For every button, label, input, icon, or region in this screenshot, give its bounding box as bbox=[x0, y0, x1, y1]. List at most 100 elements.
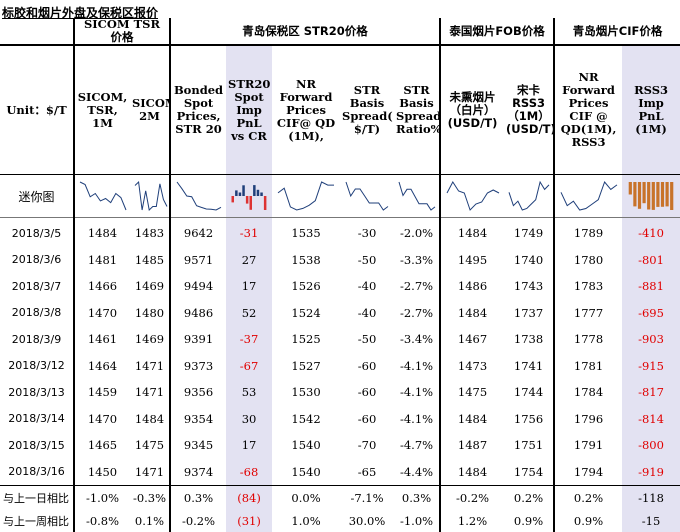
cell-c7: -4.1% bbox=[399, 411, 434, 426]
cell-c11: -801 bbox=[622, 246, 680, 273]
compare-cell-c5: 1.0% bbox=[291, 513, 321, 528]
table-row: 2018/3/8 1470 1480 9486 52 1524 -40 -2.7% 1484 17… bbox=[0, 299, 680, 326]
compare-cell-c7: 0.3% bbox=[394, 485, 441, 509]
cell-c8: 1475 bbox=[439, 379, 505, 406]
date-cell: 2018/3/13 bbox=[8, 385, 65, 399]
sparkline-c11 bbox=[622, 174, 680, 218]
compare-cell-c8: 1.2% bbox=[439, 509, 505, 532]
col-header-str20-pnl: STR20 Spot Imp PnL vs CR bbox=[226, 45, 273, 175]
cell-c8: 1473 bbox=[439, 352, 505, 379]
compare-cell-c2: -0.3% bbox=[130, 485, 171, 509]
group-cif: 青岛烟片CIF价格 bbox=[553, 18, 680, 46]
cell-c3: 9571 bbox=[169, 246, 227, 273]
cell-c1: 1470 bbox=[73, 299, 130, 326]
col-header-white-sheet: 未熏烟片（白片）(USD/T) bbox=[439, 45, 505, 175]
sparkline-c2 bbox=[130, 174, 171, 218]
sparkline-c11-bar bbox=[670, 182, 674, 210]
cell-c10: 1784 bbox=[553, 379, 623, 406]
cell-c3: 9373 bbox=[169, 352, 227, 379]
cell-c5: 1540 bbox=[291, 438, 321, 453]
sparkline-c4 bbox=[226, 174, 273, 218]
sparkline-c8-line bbox=[446, 181, 499, 211]
sparkline-c5 bbox=[272, 174, 341, 218]
cell-c11: -919 bbox=[622, 458, 680, 486]
cell-c2: 1484 bbox=[134, 411, 165, 426]
cell-c6: -30 bbox=[357, 226, 377, 241]
col-header-rss3-pnl: RSS3 Imp PnL (1M) bbox=[622, 45, 680, 175]
group-bonded: 青岛保税区 STR20价格 bbox=[169, 18, 441, 46]
cell-c7: -4.4% bbox=[399, 464, 434, 479]
sparkline-c11-bar bbox=[637, 182, 642, 209]
cell-c2: 1471 bbox=[134, 358, 165, 373]
cell-c7: -2.7% bbox=[399, 279, 434, 294]
cell-c3: 9642 bbox=[169, 217, 227, 247]
cell-c3: 9486 bbox=[169, 299, 227, 326]
sparkline-c3 bbox=[169, 174, 227, 218]
cell-c6: -40 bbox=[357, 279, 377, 294]
cell-c10: 1789 bbox=[553, 217, 623, 247]
compare-cell-c10: 0.9% bbox=[553, 509, 623, 532]
sparkline-c11-bar bbox=[665, 182, 669, 207]
cell-c10: 1783 bbox=[553, 273, 623, 300]
compare-cell-c9: 0.2% bbox=[504, 485, 555, 509]
sparkline-c4-bar bbox=[253, 185, 256, 196]
cell-c2: 1469 bbox=[134, 279, 165, 294]
col-header-songkhla-rss3: 宋卡 RSS3（1M）(USD/T) bbox=[504, 45, 555, 175]
cell-c1: 1459 bbox=[73, 379, 130, 406]
cell-c8: 1487 bbox=[439, 432, 505, 459]
date-cell: 2018/3/9 bbox=[11, 332, 62, 346]
cell-c11: -881 bbox=[622, 273, 680, 300]
compare-cell-c6: -7.1% bbox=[340, 485, 395, 509]
cell-c7: -4.1% bbox=[399, 385, 434, 400]
cell-c1: 1465 bbox=[73, 432, 130, 459]
sparkline-c4-bar bbox=[249, 196, 253, 210]
cell-c2: 1475 bbox=[134, 438, 165, 453]
sparkline-c11-bar bbox=[633, 182, 637, 207]
col-header-sicom-1m: SICOM, TSR, 1M bbox=[73, 45, 130, 175]
price-table: SICOM TSR 价格 青岛保税区 STR20价格 泰国烟片FOB价格 青岛烟… bbox=[0, 18, 680, 532]
sparkline-c11-bar bbox=[628, 182, 632, 195]
compare-cell-c11: -118 bbox=[622, 485, 680, 509]
cell-c8: 1486 bbox=[439, 273, 505, 300]
cell-c10: 1780 bbox=[553, 246, 623, 273]
sparkline-c11-bar bbox=[651, 182, 655, 210]
cell-c6: -60 bbox=[357, 358, 377, 373]
cell-c4: -37 bbox=[226, 326, 273, 353]
sparkline-c1-line bbox=[79, 181, 127, 211]
date-cell: 2018/3/14 bbox=[8, 412, 65, 426]
cell-c6: -65 bbox=[357, 464, 377, 479]
cell-c7: -2.7% bbox=[399, 305, 434, 320]
cell-c11: -410 bbox=[622, 217, 680, 247]
cell-c3: 9356 bbox=[169, 379, 227, 406]
table-row: 2018/3/5 1484 1483 9642 -31 1535 -30 -2.0% 1484 1… bbox=[0, 217, 680, 247]
date-cell: 2018/3/8 bbox=[11, 306, 62, 320]
cell-c3: 9494 bbox=[169, 273, 227, 300]
cell-c9: 1744 bbox=[513, 385, 544, 400]
sparkline-c10-line bbox=[560, 181, 617, 211]
compare-row: 与上一日相比 -1.0% -0.3% 0.3% (84) 0.0% -7.1% 0.3% -0.… bbox=[0, 485, 680, 509]
cell-c1: 1464 bbox=[73, 352, 130, 379]
cell-c9: 1741 bbox=[513, 358, 544, 373]
cell-c8: 1495 bbox=[439, 246, 505, 273]
cell-c3: 9354 bbox=[169, 405, 227, 432]
table-row: 2018/3/13 1459 1471 9356 53 1530 -60 -4.1% 1475 1… bbox=[0, 379, 680, 406]
date-cell: 2018/3/15 bbox=[8, 438, 65, 452]
sparkline-c1 bbox=[73, 174, 130, 218]
date-cell: 2018/3/5 bbox=[11, 226, 62, 240]
cell-c7: -2.0% bbox=[399, 226, 434, 241]
sparkline-c2-line bbox=[134, 180, 168, 212]
table-row: 2018/3/9 1461 1469 9391 -37 1525 -50 -3.4% 1467 1… bbox=[0, 326, 680, 353]
cell-c5: 1524 bbox=[291, 305, 321, 320]
sparkline-c3-line bbox=[176, 181, 221, 211]
table-row: 2018/3/15 1465 1475 9345 17 1540 -70 -4.7% 1487 1… bbox=[0, 432, 680, 459]
sparkline-c6-line bbox=[345, 181, 389, 211]
cell-c10: 1794 bbox=[553, 458, 623, 486]
sparkline-c4-bar bbox=[245, 196, 249, 204]
sparkline-c5-line bbox=[277, 181, 335, 211]
sparkline-label: 迷你图 bbox=[0, 174, 74, 218]
cell-c5: 1540 bbox=[291, 464, 321, 479]
cell-c6: -50 bbox=[357, 252, 377, 267]
table-row: 2018/3/14 1470 1484 9354 30 1542 -60 -4.1% 1484 1… bbox=[0, 405, 680, 432]
cell-c1: 1470 bbox=[73, 405, 130, 432]
compare-cell-c1: -0.8% bbox=[73, 509, 130, 532]
